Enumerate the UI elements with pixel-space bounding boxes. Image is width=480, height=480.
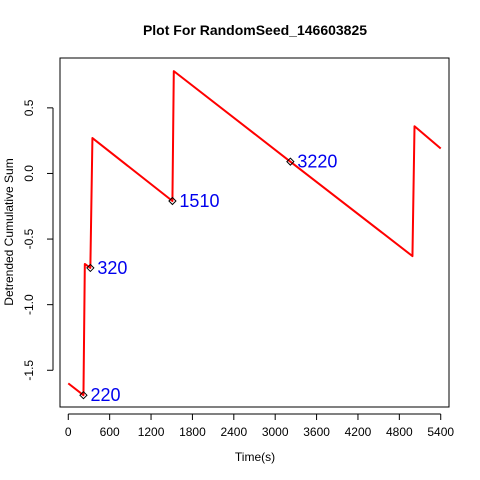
x-axis: 0 600 1200 1800 2400 3000 3600 4200 4800 5400 [65,413,454,439]
y-tick-label: -1.0 [22,294,36,315]
x-axis-label: Time(s) [235,450,275,464]
x-tick-label: 600 [100,425,120,439]
x-tick-label: 5400 [427,425,454,439]
annotation-label: 3220 [297,152,337,172]
x-tick-label: 1200 [138,425,165,439]
annotation-label: 220 [90,385,120,405]
x-tick-label: 2400 [220,425,247,439]
annotation-label: 320 [97,258,127,278]
x-tick-label: 3000 [262,425,289,439]
annotation-marker [286,157,295,166]
x-tick-label: 3600 [303,425,330,439]
y-tick-label: 0.0 [22,165,36,182]
annotation-label: 1510 [179,191,219,211]
annotation-marker [79,390,88,400]
chart-title: Plot For RandomSeed_146603825 [143,22,367,38]
annotation-marker [86,263,95,273]
y-tick-label: -1.5 [22,360,36,381]
series-line [67,70,442,397]
annotation-marker [168,196,177,206]
y-axis-label: Detrended Cumulative Sum [2,158,16,305]
y-tick-label: -0.5 [22,228,36,249]
x-tick-label: 4800 [386,425,413,439]
x-tick-label: 1800 [179,425,206,439]
x-tick-label: 4200 [345,425,372,439]
x-tick-label: 0 [65,425,72,439]
plot-frame [59,57,450,408]
annotation-layer: 220 320 1510 3220 [79,152,337,405]
y-tick-label: 0.5 [22,99,36,116]
series-layer [67,70,442,397]
y-axis: -1.5 -1.0 -0.5 0.0 0.5 [22,99,54,381]
